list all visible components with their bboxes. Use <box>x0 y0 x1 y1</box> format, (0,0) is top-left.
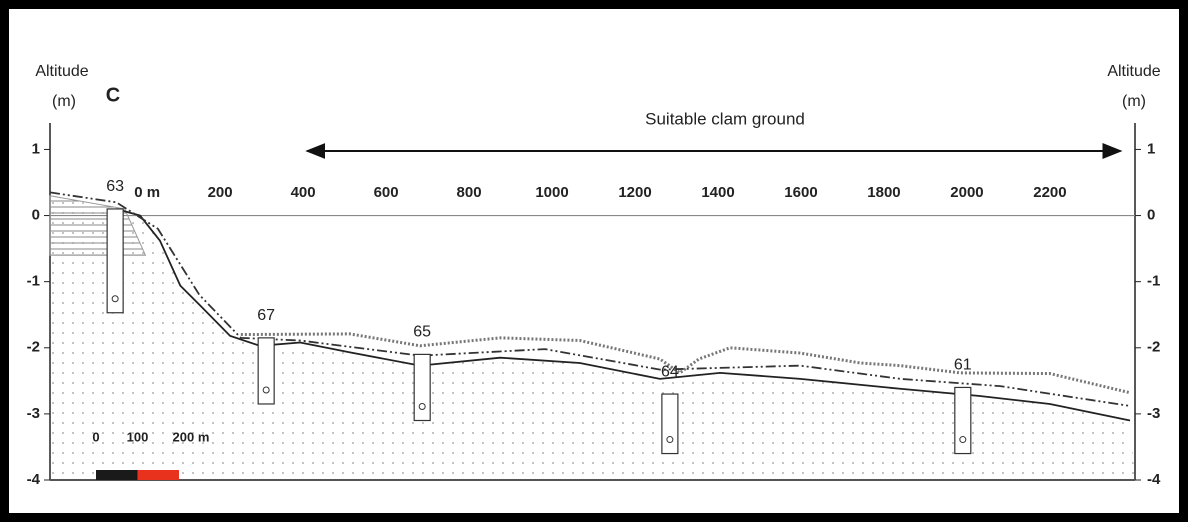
core <box>662 394 678 454</box>
x-tick-label: 800 <box>457 184 482 201</box>
core <box>955 387 971 453</box>
scale-segment <box>96 470 137 480</box>
core-label: 67 <box>257 307 275 324</box>
core-label: 64 <box>661 363 679 380</box>
y-label-left: Altitude <box>35 63 88 80</box>
y-tick-label: -1 <box>27 273 40 290</box>
core-label: 61 <box>954 357 972 374</box>
x-tick-label: 1200 <box>618 184 651 201</box>
y-tick-label: -4 <box>1147 471 1161 488</box>
y-label-right-unit: (m) <box>1122 93 1146 110</box>
y-tick-label: -3 <box>1147 405 1160 422</box>
core <box>107 209 123 313</box>
y-tick-label: 1 <box>32 140 40 157</box>
y-tick-label: -3 <box>27 405 40 422</box>
core-label: 63 <box>106 178 124 195</box>
x-tick-label: 1600 <box>784 184 817 201</box>
y-tick-label: -2 <box>1147 339 1160 356</box>
core-label: 65 <box>413 324 431 341</box>
x-tick-label: 2200 <box>1033 184 1066 201</box>
x-tick-label: 1000 <box>535 184 568 201</box>
x-tick-label: 1400 <box>701 184 734 201</box>
y-label-right: Altitude <box>1107 63 1160 80</box>
y-tick-label: -2 <box>27 339 40 356</box>
x-tick-label: 400 <box>291 184 316 201</box>
chart: Altitude (m) Altitude (m) C Suitable cla… <box>0 0 1188 522</box>
y-tick-label: -4 <box>27 471 41 488</box>
x-tick-label: 2000 <box>950 184 983 201</box>
x-tick-label: 1800 <box>867 184 900 201</box>
core <box>258 338 274 404</box>
x-tick-label: 0 m <box>134 184 160 201</box>
y-tick-label: 1 <box>1147 140 1155 157</box>
scale-label: 0 <box>92 429 99 444</box>
x-tick-label: 200 <box>208 184 233 201</box>
panel-label: C <box>106 84 120 106</box>
y-tick-label: 0 <box>32 207 40 224</box>
y-label-left-unit: (m) <box>52 93 76 110</box>
y-tick-label: 0 <box>1147 207 1155 224</box>
scale-label: 100 <box>127 429 149 444</box>
y-tick-label: -1 <box>1147 273 1160 290</box>
chart-title: Suitable clam ground <box>645 109 805 128</box>
x-tick-label: 600 <box>374 184 399 201</box>
core <box>414 354 430 420</box>
scale-label: 200 m <box>173 429 210 444</box>
page: Altitude (m) Altitude (m) C Suitable cla… <box>0 0 1188 522</box>
scale-segment <box>137 470 178 480</box>
